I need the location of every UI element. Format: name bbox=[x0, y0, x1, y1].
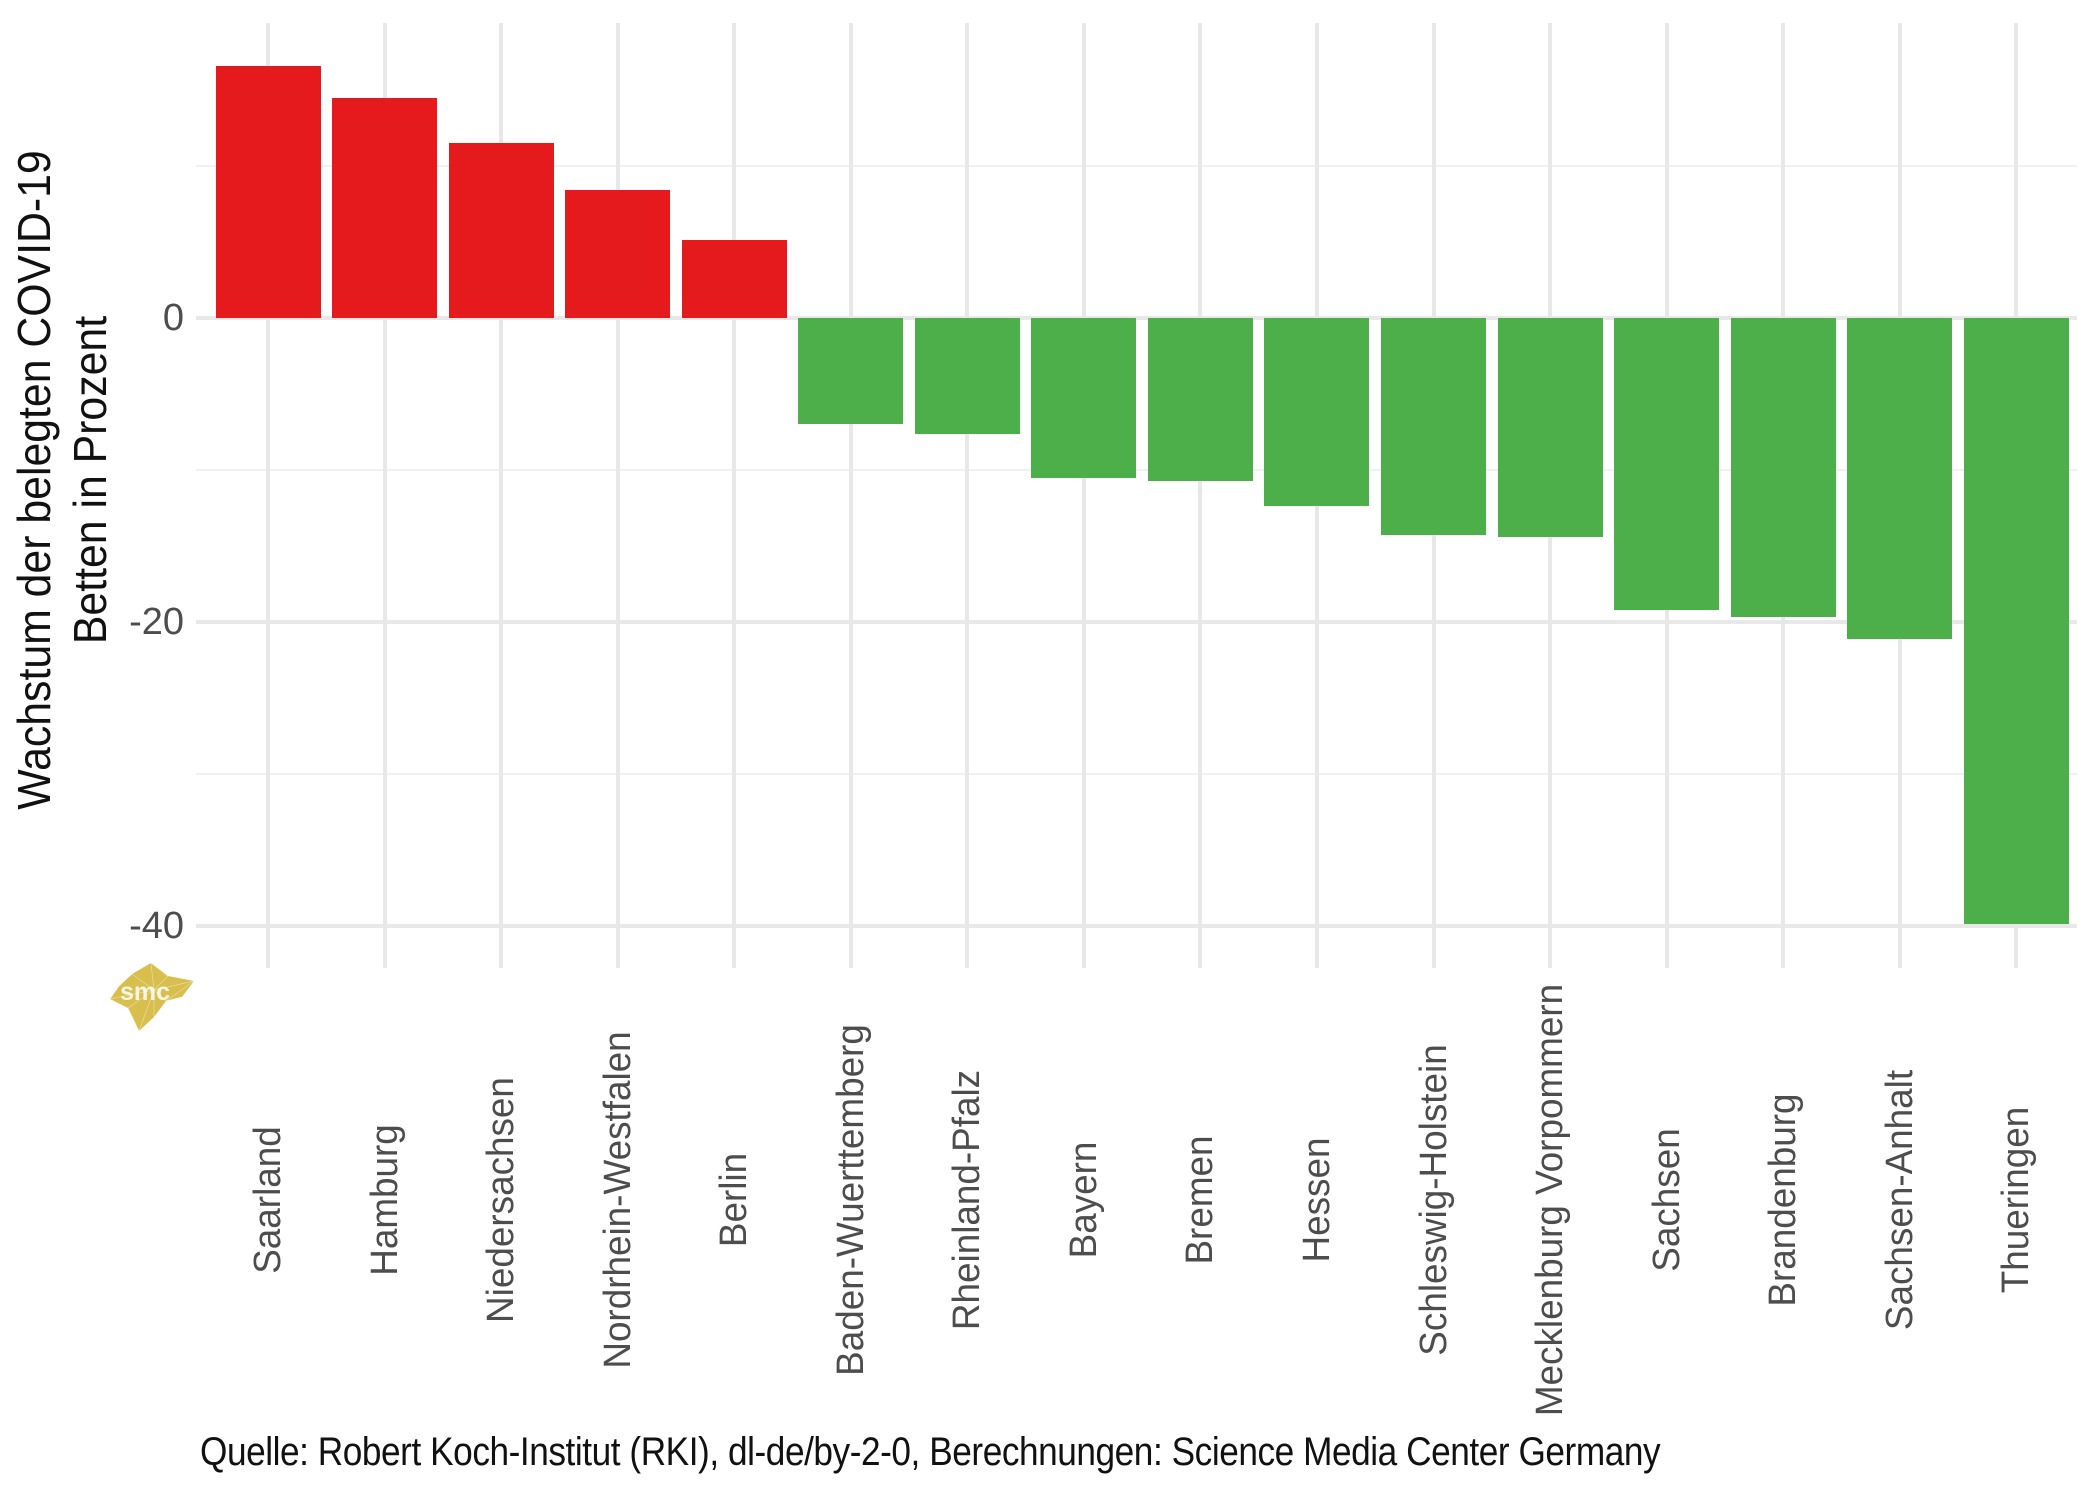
bar-saarland bbox=[215, 65, 321, 318]
smc-logo-icon: smc bbox=[109, 962, 195, 1032]
bar-nordrhein-westfalen bbox=[565, 190, 671, 318]
gridline-y-minor bbox=[196, 165, 2077, 167]
smc-logo-text: smc bbox=[120, 978, 170, 1006]
x-tick-label: Sachsen-Anhalt bbox=[1878, 1069, 1921, 1331]
x-tick-label: Saarland bbox=[247, 1126, 289, 1274]
source-caption: Quelle: Robert Koch-Institut (RKI), dl-d… bbox=[200, 1430, 1661, 1474]
x-tick-label: Brandenburg bbox=[1762, 1093, 1805, 1307]
x-tick-label: Hessen bbox=[1295, 1137, 1338, 1263]
bar-brandenburg bbox=[1730, 318, 1836, 618]
y-axis-title: Wachstum der belegten COVID-19 Betten in… bbox=[6, 15, 126, 945]
bar-niedersachsen bbox=[448, 143, 554, 318]
gridline-y-major bbox=[196, 924, 2077, 928]
bar-sachsen-anhalt bbox=[1847, 318, 1953, 639]
bar-mecklenburg-vorpommern bbox=[1497, 318, 1603, 537]
gridline-x bbox=[266, 23, 270, 968]
gridline-y-minor bbox=[196, 773, 2077, 775]
y-tick-label: -20 bbox=[129, 601, 184, 643]
x-tick-label: Sachsen bbox=[1645, 1128, 1688, 1272]
gridline-x bbox=[615, 23, 620, 968]
x-tick-label: Mecklenburg Vorpommern bbox=[1529, 983, 1572, 1417]
gridline-y-minor bbox=[196, 469, 2077, 471]
x-tick-label: Niedersachsen bbox=[480, 1077, 523, 1323]
bar-hessen bbox=[1264, 318, 1370, 507]
gridline-y-major bbox=[196, 316, 2077, 320]
gridline-x bbox=[848, 23, 853, 968]
x-tick-label: Bayern bbox=[1062, 1141, 1105, 1259]
x-tick-label: Thueringen bbox=[1995, 1106, 2038, 1294]
y-axis-title-line1: Wachstum der belegten COVID-19 bbox=[8, 150, 60, 810]
x-tick-label: Nordrhein-Westfalen bbox=[596, 1031, 639, 1369]
bar-bayern bbox=[1031, 318, 1137, 478]
y-axis-title-line2: Betten in Prozent bbox=[64, 315, 116, 645]
x-tick-label: Bremen bbox=[1179, 1135, 1222, 1265]
x-tick-label: Schleswig-Holstein bbox=[1412, 1044, 1455, 1356]
y-tick-label: 0 bbox=[162, 297, 184, 339]
bar-thueringen bbox=[1963, 318, 2069, 925]
x-tick-label: Baden-Wuerttemberg bbox=[829, 1024, 872, 1376]
gridline-x bbox=[732, 23, 737, 968]
smc-logo-shape bbox=[110, 963, 194, 1031]
gridline-y-major bbox=[196, 620, 2077, 624]
bar-sachsen bbox=[1614, 318, 1720, 610]
bar-berlin bbox=[681, 240, 787, 318]
gridline-x bbox=[965, 23, 970, 968]
gridline-x bbox=[499, 23, 504, 968]
bar-schleswig-holstein bbox=[1381, 318, 1486, 536]
gridline-x bbox=[382, 23, 387, 968]
bar-baden-wuerttemberg bbox=[798, 318, 904, 425]
y-tick-label: -40 bbox=[129, 905, 184, 947]
x-tick-label: Berlin bbox=[713, 1152, 756, 1248]
bar-hamburg bbox=[332, 97, 438, 318]
bar-rheinland-pfalz bbox=[914, 318, 1020, 434]
bar-bremen bbox=[1147, 318, 1253, 481]
gridline-x bbox=[1198, 23, 1203, 968]
plot-panel bbox=[196, 23, 2077, 968]
gridline-x bbox=[1081, 23, 1086, 968]
x-tick-label: Hamburg bbox=[363, 1124, 406, 1276]
x-tick-label: Rheinland-Pfalz bbox=[946, 1069, 989, 1331]
